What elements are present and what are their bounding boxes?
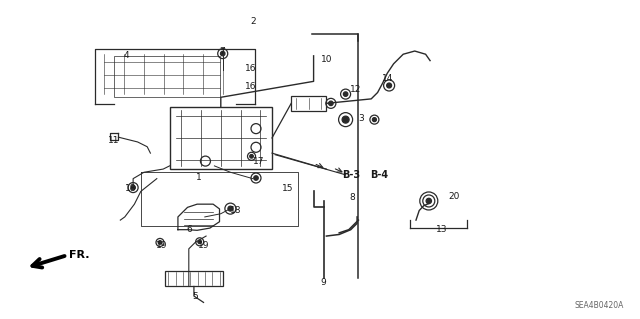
Text: 2: 2 xyxy=(250,17,255,26)
Text: 19: 19 xyxy=(156,241,167,250)
Circle shape xyxy=(250,154,253,158)
Text: 1: 1 xyxy=(196,173,201,182)
Circle shape xyxy=(253,176,259,180)
Text: 16: 16 xyxy=(245,82,257,91)
Text: 6: 6 xyxy=(186,225,191,234)
Circle shape xyxy=(343,92,348,96)
Text: B-3: B-3 xyxy=(342,170,360,180)
Text: 19: 19 xyxy=(198,241,209,250)
Text: 13: 13 xyxy=(436,225,447,234)
Text: 18: 18 xyxy=(230,206,241,215)
Text: 17: 17 xyxy=(253,157,265,166)
Text: FR.: FR. xyxy=(69,250,90,260)
Text: 11: 11 xyxy=(108,136,120,145)
Circle shape xyxy=(426,198,431,204)
Text: 8: 8 xyxy=(349,193,355,202)
Text: 3: 3 xyxy=(359,114,364,122)
Circle shape xyxy=(328,101,333,106)
Text: 10: 10 xyxy=(321,55,332,63)
Circle shape xyxy=(131,185,136,190)
Bar xyxy=(291,96,326,111)
Circle shape xyxy=(198,240,202,244)
Bar xyxy=(165,271,223,286)
Text: 16: 16 xyxy=(245,64,257,73)
Circle shape xyxy=(158,241,162,244)
Text: B-4: B-4 xyxy=(371,170,388,180)
Text: 18: 18 xyxy=(125,184,137,193)
Text: 20: 20 xyxy=(449,192,460,201)
Bar xyxy=(114,56,220,97)
Circle shape xyxy=(387,83,392,88)
Text: 4: 4 xyxy=(124,51,129,60)
Text: 9: 9 xyxy=(321,278,326,287)
Text: 5: 5 xyxy=(193,292,198,301)
Circle shape xyxy=(372,118,376,122)
Bar xyxy=(170,107,272,169)
Circle shape xyxy=(342,116,349,123)
Text: SEA4B0420A: SEA4B0420A xyxy=(575,301,624,310)
Text: 15: 15 xyxy=(282,184,294,193)
Circle shape xyxy=(228,206,233,211)
Text: 12: 12 xyxy=(349,85,361,94)
Text: 14: 14 xyxy=(381,74,393,83)
Circle shape xyxy=(220,51,225,56)
Text: 7: 7 xyxy=(220,47,225,56)
